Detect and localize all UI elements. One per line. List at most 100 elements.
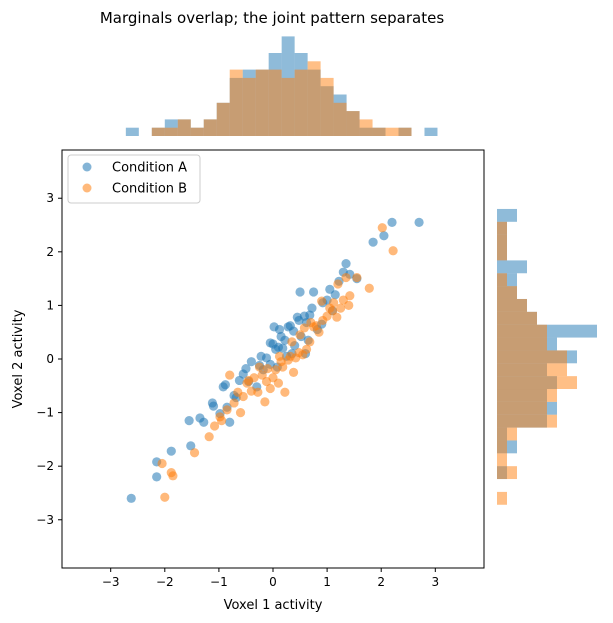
y-tick-label: −1 — [36, 406, 54, 420]
scatter-point-a — [166, 446, 176, 456]
scatter-point-a — [274, 324, 285, 335]
scatter-point-a — [414, 217, 424, 227]
x-axis-label: Voxel 1 activity — [224, 598, 323, 613]
scatter-point-b — [280, 387, 290, 397]
scatter-point-a — [387, 217, 397, 227]
scatter-point-b — [314, 327, 324, 337]
right-hist-bar-b — [497, 298, 527, 312]
scatter-point-b — [288, 367, 299, 377]
y-tick-label: 3 — [46, 191, 54, 205]
scatter-point-a — [308, 287, 319, 297]
scatter-point-a — [265, 338, 275, 348]
x-tick-label: 1 — [323, 575, 331, 589]
x-tick-label: 0 — [269, 575, 277, 589]
scatter-point-a — [305, 310, 315, 320]
scatter-point-b — [336, 303, 346, 313]
legend-box — [67, 154, 201, 204]
top-hist-bar-b — [255, 69, 269, 136]
y-tick-label: 0 — [46, 352, 54, 366]
legend-marker-a — [82, 162, 92, 172]
right-hist-bar-b — [497, 453, 507, 467]
scatter-point-b — [341, 272, 351, 283]
scatter-point-a — [379, 231, 389, 241]
y-tick-label: 1 — [46, 298, 54, 312]
right-hist-bar-b — [497, 376, 577, 390]
right-hist-bar-a — [497, 208, 517, 222]
right-hist-bar-b — [497, 273, 507, 287]
scatter-point-b — [271, 365, 281, 375]
right-hist-bar-b — [497, 389, 557, 402]
scatter-point-b — [168, 471, 178, 481]
scatter-point-a — [241, 364, 251, 374]
scatter-point-b — [260, 397, 270, 407]
scatter-point-b — [253, 387, 263, 397]
scatter-point-a — [330, 290, 340, 300]
scatter-point-a — [186, 441, 196, 451]
scatter-point-a — [225, 417, 235, 427]
right-hist-bar-b — [497, 401, 547, 415]
right-hist-bar-b — [497, 286, 517, 299]
scatter-point-b — [317, 296, 327, 306]
plot-area — [62, 150, 484, 568]
scatter-point-a — [208, 401, 219, 411]
chart-title: Marginals overlap; the joint pattern sep… — [100, 9, 444, 27]
scatter-point-a — [368, 237, 378, 247]
right-hist-bar-b — [497, 221, 507, 235]
scatter-point-b — [189, 448, 200, 458]
scatter-point-a — [199, 417, 209, 427]
right-hist-bar-b — [497, 363, 567, 377]
legend-label-b: Condition B — [112, 182, 187, 197]
scatter-point-a — [341, 259, 351, 269]
scatter-point-a — [246, 357, 256, 367]
top-hist-bar-b — [346, 111, 360, 136]
top-hist-bar-b — [268, 69, 282, 136]
top-hist-bar-b — [333, 102, 347, 136]
top-hist-bar-b — [320, 77, 334, 136]
scatter-point-b — [333, 279, 343, 289]
scatter-point-b — [305, 337, 315, 347]
scatter-point-b — [222, 405, 232, 415]
x-tick-label: −2 — [156, 575, 174, 589]
scatter-point-b — [327, 306, 338, 316]
legend-label-a: Condition A — [112, 161, 187, 176]
y-axis-ticks: −3 −2 −1 0 1 2 3 — [36, 191, 62, 527]
scatter-point-b — [345, 291, 355, 301]
scatter-point-b — [229, 398, 239, 408]
y-tick-label: −3 — [36, 513, 54, 527]
right-hist-bar-b — [497, 247, 507, 261]
top-hist-bar-b — [151, 127, 165, 136]
top-hist-bar-b — [242, 77, 256, 136]
scatter-point-b — [209, 421, 220, 431]
scatter-point-b — [287, 337, 297, 347]
x-tick-label: 2 — [377, 575, 385, 589]
right-hist-bar-b — [497, 324, 547, 338]
scatter-point-b — [265, 383, 275, 394]
right-hist-bar-b — [497, 350, 567, 364]
scatter-point-b — [238, 391, 248, 402]
y-tick-label: −2 — [36, 459, 54, 473]
scatter-points — [126, 217, 424, 503]
scatter-point-b — [225, 370, 235, 380]
scatter-point-a — [307, 303, 317, 313]
scatter-point-b — [364, 283, 374, 293]
right-hist-bar-b — [497, 311, 537, 325]
scatter-point-b — [377, 223, 387, 233]
scatter-point-b — [244, 375, 254, 386]
top-hist-bar-b — [294, 69, 308, 136]
scatter-point-b — [235, 407, 246, 418]
scatter-point-b — [352, 272, 362, 283]
scatter-point-b — [306, 317, 316, 328]
right-marginal-histogram — [497, 208, 597, 505]
scatter-point-a — [184, 416, 194, 426]
scatter-point-a — [220, 380, 230, 390]
scatter-point-b — [204, 432, 214, 442]
top-hist-bar-b — [385, 127, 399, 136]
scatter-point-a — [273, 342, 284, 352]
x-tick-label: 3 — [431, 575, 439, 589]
top-hist-bar-b — [372, 127, 386, 136]
top-hist-bar-b — [281, 77, 295, 136]
y-axis-label: Voxel 2 activity — [11, 309, 26, 408]
legend: Condition A Condition B — [67, 154, 201, 204]
top-hist-bar-b — [216, 102, 230, 136]
scatter-point-b — [217, 416, 227, 426]
